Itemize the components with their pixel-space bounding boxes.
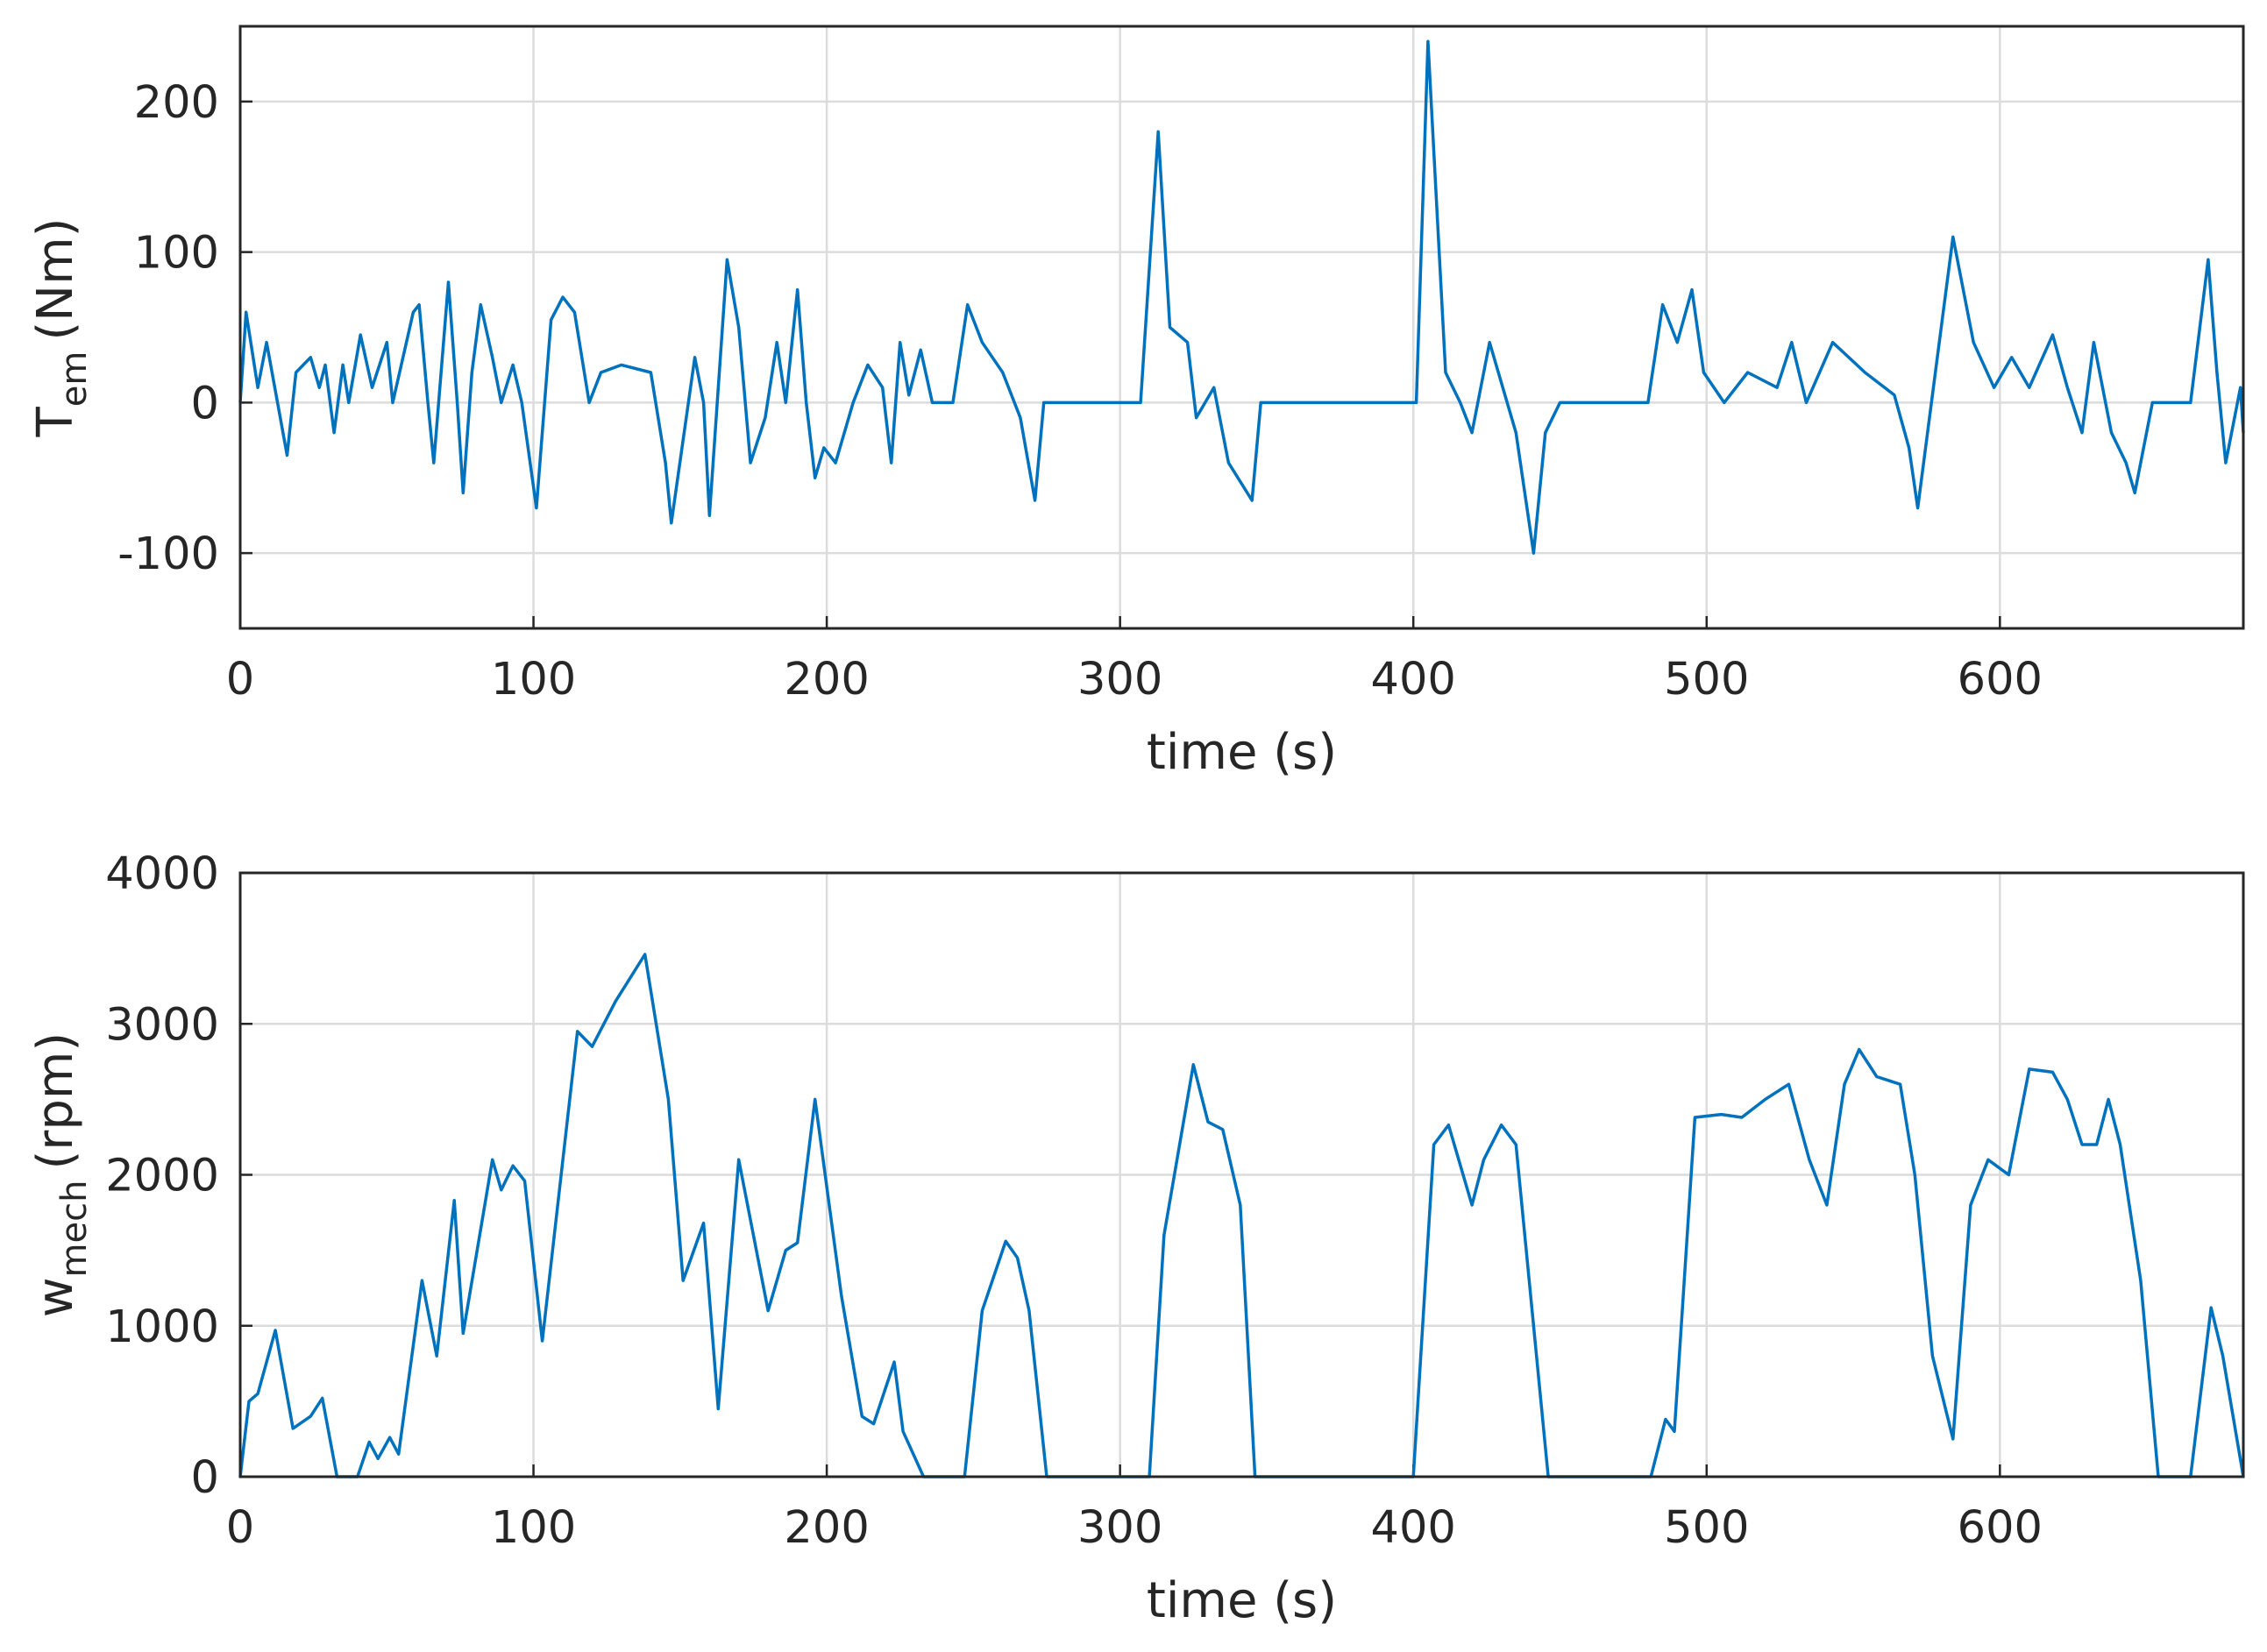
x-tick-label: 600 bbox=[1958, 1502, 2043, 1554]
y-tick-label: 0 bbox=[191, 1452, 219, 1504]
x-tick-label: 500 bbox=[1664, 654, 1749, 705]
x-tick-label: 100 bbox=[491, 1502, 576, 1554]
y-tick-label: 3000 bbox=[105, 999, 219, 1051]
y-axis-title-unit: (rpm) bbox=[27, 1032, 84, 1170]
y-axis-title: wmech (rpm) bbox=[27, 1032, 95, 1318]
y-axis-title-unit: (Nm) bbox=[27, 218, 84, 341]
y-tick-label: -100 bbox=[117, 528, 219, 580]
data-line bbox=[238, 953, 2245, 1478]
y-tick-label: 0 bbox=[191, 378, 219, 429]
y-tick-label: 100 bbox=[134, 228, 219, 280]
y-tick-label: 1000 bbox=[105, 1301, 219, 1353]
chart: 0 100 200 300 400 500 600 -100 0 100 200 time (s) Te… bbox=[27, 25, 2245, 781]
data-line bbox=[238, 39, 2245, 555]
y-axis-title-main: w bbox=[27, 1277, 84, 1317]
x-tick-label: 0 bbox=[226, 654, 254, 705]
axes-box bbox=[238, 871, 2245, 1478]
x-tick-label: 200 bbox=[784, 1502, 869, 1554]
y-tick-label: 4000 bbox=[105, 848, 219, 900]
x-axis-title: time (s) bbox=[1147, 1572, 1337, 1629]
y-axis-title-main: T bbox=[27, 406, 84, 437]
x-tick-label: 400 bbox=[1371, 1502, 1456, 1554]
y-tick-label: 200 bbox=[134, 77, 219, 129]
chart: 0 100 200 300 400 500 600 0 1000 2000 3000 4000 time… bbox=[27, 848, 2245, 1629]
x-tick-label: 300 bbox=[1077, 654, 1162, 705]
y-axis-title-sub: em bbox=[54, 351, 95, 408]
x-tick-label: 500 bbox=[1664, 1502, 1749, 1554]
x-tick-label: 200 bbox=[784, 654, 869, 705]
x-tick-label: 0 bbox=[226, 1502, 254, 1554]
x-tick-label: 100 bbox=[491, 654, 576, 705]
y-axis-title: Tem (Nm) bbox=[27, 218, 95, 438]
y-tick-label: 2000 bbox=[105, 1151, 219, 1202]
x-tick-label: 300 bbox=[1077, 1502, 1162, 1554]
x-axis-title: time (s) bbox=[1147, 724, 1337, 781]
axes-box bbox=[238, 25, 2245, 630]
y-axis-title-sub: mech bbox=[54, 1181, 95, 1278]
x-tick-label: 600 bbox=[1958, 654, 2043, 705]
x-tick-label: 400 bbox=[1371, 654, 1456, 705]
